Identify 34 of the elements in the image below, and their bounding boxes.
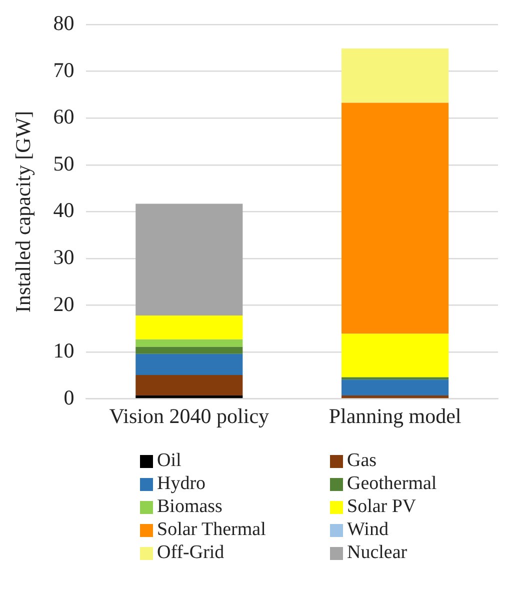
legend-label: Nuclear: [347, 542, 408, 564]
x-tick-label: Vision 2040 policy: [109, 404, 270, 428]
y-tick-label: 30: [53, 244, 74, 269]
y-tick-label: 70: [53, 58, 74, 82]
bar: [136, 339, 243, 347]
y-tick-label: 20: [53, 292, 74, 316]
bar: [342, 48, 449, 103]
bar: [136, 374, 243, 396]
y-tick-label: 40: [53, 198, 74, 222]
legend-label: Hydro: [157, 473, 206, 495]
bar: [342, 380, 449, 396]
legend-label: Biomass: [157, 496, 222, 518]
y-axis-title: Installed capacity [GW]: [11, 110, 36, 313]
y-tick-label: 80: [53, 11, 74, 36]
legend-label: Off-Grid: [157, 542, 224, 564]
bar: [136, 316, 243, 340]
bar: [136, 346, 243, 354]
bar: [136, 204, 243, 316]
legend-label: Gas: [347, 450, 377, 472]
y-tick-label: 60: [53, 104, 74, 129]
y-tick-label: 10: [53, 338, 74, 363]
bar: [342, 396, 449, 398]
bar: [136, 354, 243, 375]
bar: [342, 102, 449, 334]
x-tick-label: Planning model: [328, 404, 462, 428]
legend-label: Wind: [347, 519, 388, 541]
legend-label: Solar Thermal: [157, 519, 266, 541]
legend-label: Geothermal: [347, 473, 437, 495]
bar: [136, 396, 243, 398]
legend-label: Solar PV: [347, 496, 416, 518]
bar: [342, 334, 449, 378]
y-tick-label: 0: [64, 385, 74, 410]
legend-label: Oil: [157, 450, 182, 472]
y-tick-label: 50: [53, 151, 74, 176]
